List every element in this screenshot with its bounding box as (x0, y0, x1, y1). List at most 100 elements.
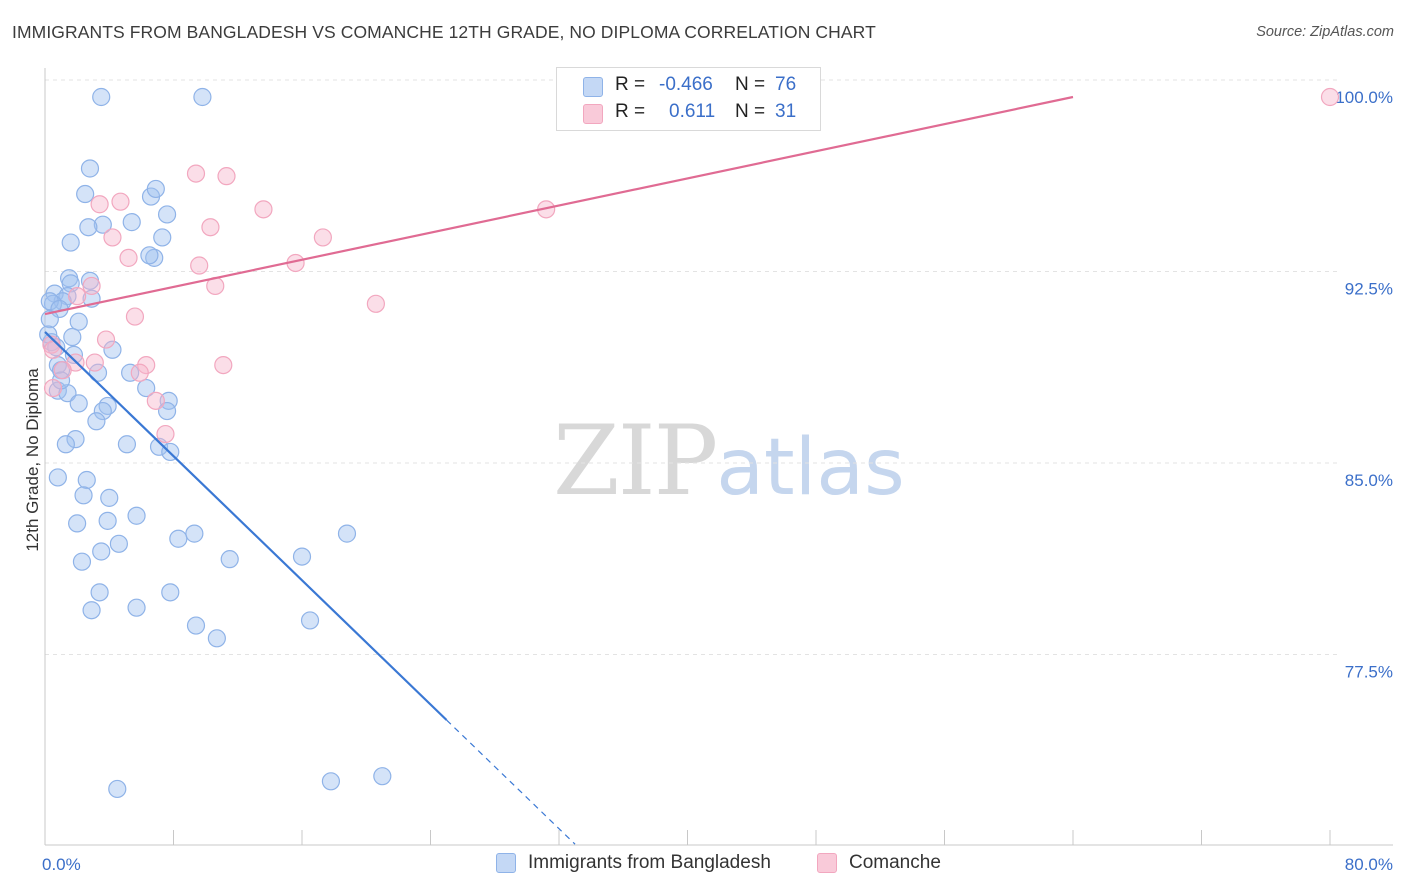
legend-r-value: 0.611 (669, 101, 716, 122)
y-axis-title: 12th Grade, No Diploma (23, 368, 42, 552)
point-comanche (43, 378, 63, 398)
point-bangladesh (108, 779, 127, 799)
point-bangladesh (127, 506, 146, 525)
point-bangladesh (93, 401, 112, 421)
point-bangladesh (161, 583, 180, 602)
bottom-legend-label: Comanche (849, 852, 941, 873)
point-bangladesh (69, 394, 88, 413)
point-bangladesh (98, 511, 117, 530)
point-bangladesh (80, 159, 100, 178)
legend-row-comanche: R = 0.611 N = 31 (557, 101, 820, 127)
point-bangladesh (121, 363, 140, 382)
point-bangladesh (140, 246, 159, 265)
chart-title: IMMIGRANTS FROM BANGLADESH VS COMANCHE 1… (12, 22, 876, 42)
point-bangladesh (74, 486, 93, 505)
point-bangladesh (56, 435, 75, 454)
point-comanche (90, 195, 109, 214)
point-comanche (85, 353, 104, 372)
point-comanche (254, 200, 273, 219)
watermark: ZIPatlas (553, 405, 905, 517)
point-comanche (1320, 87, 1340, 107)
point-comanche (366, 294, 385, 313)
watermark-zip: ZIP (553, 405, 718, 517)
point-comanche (313, 228, 332, 247)
point-comanche (96, 330, 116, 349)
source-label: Source: ZipAtlas.com (1256, 24, 1394, 40)
point-bangladesh (117, 435, 137, 454)
point-bangladesh (93, 215, 112, 234)
point-bangladesh (146, 179, 165, 199)
point-bangladesh (169, 529, 188, 548)
point-bangladesh (40, 292, 59, 311)
point-bangladesh (153, 228, 172, 247)
point-comanche (53, 361, 72, 380)
x-tick-label: 80.0% (1345, 855, 1393, 874)
point-bangladesh (69, 312, 88, 331)
point-bangladesh (220, 550, 239, 569)
trendline-extension-bangladesh (446, 719, 576, 845)
point-bangladesh (186, 616, 206, 635)
point-comanche (103, 228, 122, 247)
point-bangladesh (82, 601, 101, 620)
point-comanche (217, 167, 236, 186)
point-bangladesh (64, 345, 84, 364)
bottom-legend-swatch-pink (817, 853, 837, 873)
legend-r-value: -0.466 (659, 74, 713, 95)
point-comanche (111, 192, 130, 211)
legend-swatch-pink (583, 104, 603, 124)
point-comanche (130, 363, 149, 382)
legend-r-label: R = (615, 101, 646, 122)
point-comanche (156, 424, 175, 444)
watermark-atlas: atlas (716, 423, 905, 513)
point-comanche (43, 340, 63, 359)
point-bangladesh (66, 430, 85, 449)
y-tick-label: 85.0% (1345, 471, 1393, 490)
point-bangladesh (122, 213, 141, 232)
point-bangladesh (63, 327, 82, 347)
x-tick-label: 0.0% (42, 855, 81, 874)
point-bangladesh (72, 552, 92, 571)
legend-swatch-blue (583, 77, 603, 97)
point-bangladesh (98, 396, 117, 416)
point-bangladesh (92, 542, 111, 561)
correlation-legend: R = -0.466 N = 76 R = 0.611 N = 31 (556, 67, 821, 131)
point-bangladesh (90, 583, 109, 602)
point-bangladesh (207, 629, 226, 648)
point-comanche (82, 276, 101, 296)
bottom-legend-swatch-blue (496, 853, 516, 873)
point-bangladesh (61, 233, 80, 252)
point-bangladesh (137, 378, 156, 398)
point-bangladesh (185, 524, 204, 543)
point-bangladesh (48, 468, 67, 487)
point-bangladesh (292, 547, 312, 566)
y-tick-label: 100.0% (1335, 88, 1393, 107)
point-comanche (119, 248, 138, 267)
point-bangladesh (76, 184, 95, 204)
point-bangladesh (300, 611, 320, 630)
point-bangladesh (337, 524, 357, 543)
legend-row-bangladesh: R = -0.466 N = 76 (557, 74, 820, 100)
point-bangladesh (157, 205, 177, 224)
point-bangladesh (87, 412, 106, 431)
legend-n-label: N = (735, 101, 766, 122)
point-comanche (68, 287, 87, 306)
point-comanche (146, 391, 165, 410)
y-tick-label: 77.5% (1345, 663, 1393, 682)
point-bangladesh (193, 87, 212, 107)
point-bangladesh (100, 488, 119, 507)
point-comanche (201, 218, 220, 237)
legend-n-value: 31 (775, 101, 797, 122)
legend-n-value: 76 (775, 74, 797, 95)
point-bangladesh (103, 340, 122, 359)
trendline-comanche (44, 95, 1074, 316)
y-tick-label: 92.5% (1345, 280, 1393, 299)
point-comanche (190, 256, 209, 275)
point-bangladesh (373, 767, 392, 786)
point-bangladesh (127, 598, 146, 617)
point-bangladesh (92, 87, 111, 107)
point-comanche (214, 356, 233, 375)
point-bangladesh (157, 401, 177, 421)
point-bangladesh (321, 772, 341, 791)
point-bangladesh (77, 470, 96, 490)
